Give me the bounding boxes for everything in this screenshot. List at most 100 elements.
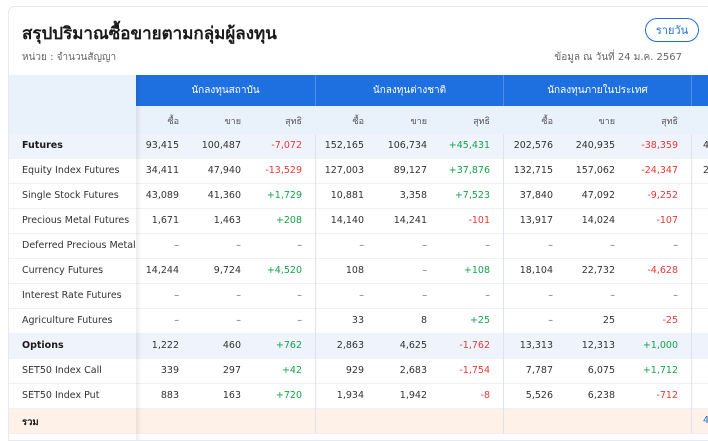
row-label: Agriculture Futures: [22, 315, 113, 326]
cell-sell: –: [236, 240, 241, 251]
cell-sell: 240,935: [575, 140, 615, 151]
cell-sell: 1,463: [213, 215, 241, 226]
cell-buy: 883: [160, 390, 179, 401]
cell-net: +37,876: [448, 165, 490, 176]
subheader-row-3: ซื้อ ขาย สุทธิ: [503, 106, 691, 134]
row-label: SET50 Index Call: [22, 365, 102, 376]
cell-net: +1,000: [642, 340, 678, 351]
row-label: Precious Metal Futures: [22, 215, 130, 226]
cell-buy: 1,222: [151, 340, 179, 351]
table-row: SET50 Index Call 339 297 +42 929 2,683 -1,754 7…: [9, 359, 708, 384]
cell-net: +1,712: [642, 365, 678, 376]
group-header-3: นักลงทุนภายในประเทศ: [503, 75, 691, 106]
cell-sell: 4,625: [399, 340, 427, 351]
cell-buy: –: [548, 315, 553, 326]
table-row: Interest Rate Futures – – – – – – – – –: [9, 284, 708, 309]
row-label: Single Stock Futures: [22, 190, 119, 201]
cell-buy: 108: [345, 265, 364, 276]
cell-sell: 9,724: [213, 265, 241, 276]
cell-overflow: 2: [703, 165, 708, 176]
cell-net: -712: [656, 390, 678, 401]
cell-buy: –: [174, 240, 179, 251]
cell-buy: –: [548, 240, 553, 251]
cell-net: -13,529: [265, 165, 302, 176]
period-daily-button[interactable]: รายวัน: [645, 18, 699, 42]
subheader-row-2: ซื้อ ขาย สุทธิ: [315, 106, 503, 134]
table-row: Deferred Precious Metal – – – – – – – – –: [9, 234, 708, 259]
table-row: Currency Futures 14,244 9,724 +4,520 108 – +10…: [9, 259, 708, 284]
row-label: Futures: [22, 140, 63, 151]
cell-net: –: [485, 290, 490, 301]
cell-buy: 152,165: [324, 140, 364, 151]
cell-net: –: [297, 315, 302, 326]
cell-buy: –: [359, 240, 364, 251]
cell-net: -4,628: [647, 265, 678, 276]
cell-sell: –: [236, 315, 241, 326]
subheader-sell: ขาย: [410, 117, 427, 127]
cell-sell: 157,062: [575, 165, 615, 176]
subheader-row-1: ซื้อ ขาย สุทธิ: [136, 106, 315, 134]
cell-net: –: [673, 240, 678, 251]
cell-sell: –: [422, 265, 427, 276]
cell-buy: 13,917: [519, 215, 553, 226]
cell-buy: 18,104: [519, 265, 553, 276]
cell-buy: –: [174, 290, 179, 301]
table-row: Equity Index Futures 34,411 47,940 -13,529 1…: [9, 159, 708, 184]
cell-sell: 22,732: [581, 265, 615, 276]
row-label: SET50 Index Put: [22, 390, 100, 401]
cell-buy: 93,415: [145, 140, 179, 151]
cell-net: +7,523: [454, 190, 490, 201]
cell-buy: 929: [345, 365, 364, 376]
cell-buy: 132,715: [513, 165, 553, 176]
row-label: Interest Rate Futures: [22, 290, 122, 301]
unit-label: หน่วย : จำนวนสัญญา: [22, 52, 117, 63]
cell-buy: 1,671: [151, 215, 179, 226]
cell-net: -7,072: [271, 140, 302, 151]
cell-buy: 127,003: [324, 165, 364, 176]
page-title: สรุปปริมาณซื้อขายตามกลุ่มผู้ลงทุน: [22, 24, 277, 44]
cell-sell: 12,313: [581, 340, 615, 351]
cell-net: +1,729: [266, 190, 302, 201]
cell-buy: 5,526: [525, 390, 553, 401]
group-divider: [691, 134, 692, 434]
cell-net: –: [673, 290, 678, 301]
group-divider: [315, 134, 316, 434]
cell-net: +42: [281, 365, 302, 376]
row-label: Currency Futures: [22, 265, 104, 276]
cell-net: +762: [275, 340, 302, 351]
cell-sell: 47,092: [581, 190, 615, 201]
cell-overflow: 4: [703, 140, 708, 151]
cell-net: +208: [275, 215, 302, 226]
cell-sell: –: [236, 290, 241, 301]
cell-net: -8: [480, 390, 490, 401]
cell-net: -101: [468, 215, 490, 226]
cell-buy: –: [174, 315, 179, 326]
cell-sell: 14,241: [393, 215, 427, 226]
cell-buy: 34,411: [145, 165, 179, 176]
table-row: Precious Metal Futures 1,671 1,463 +208 14,1…: [9, 209, 708, 234]
cell-buy: 10,881: [330, 190, 364, 201]
cell-buy: 13,313: [519, 340, 553, 351]
row-label: Equity Index Futures: [22, 165, 120, 176]
cell-sell: 3,358: [399, 190, 427, 201]
group-header-overflow: [691, 75, 708, 106]
cell-buy: 7,787: [525, 365, 553, 376]
section-row: Options 1,222 460 +762 2,863 4,625 -1,762 13,31…: [9, 334, 708, 359]
cell-net: +45,431: [448, 140, 490, 151]
subheader-net: สุทธิ: [661, 117, 678, 127]
cell-sell: 47,940: [207, 165, 241, 176]
group-header-2: นักลงทุนต่างชาติ: [315, 75, 503, 106]
cell-sell: –: [610, 290, 615, 301]
cell-sell: –: [422, 240, 427, 251]
subheader-overflow: [691, 106, 708, 134]
cell-buy: 1,934: [336, 390, 364, 401]
row-label: Options: [22, 340, 64, 351]
subheader-buy: ซื้อ: [541, 117, 553, 127]
cell-buy: 202,576: [513, 140, 553, 151]
cell-buy: 14,140: [330, 215, 364, 226]
table-row: Agriculture Futures – – – 33 8 +25 – 25 -25: [9, 309, 708, 334]
cell-sell: –: [610, 240, 615, 251]
cell-buy: 33: [351, 315, 364, 326]
cell-sell: 6,238: [587, 390, 615, 401]
investor-summary-card: สรุปปริมาณซื้อขายตามกลุ่มผู้ลงทุน หน่วย …: [8, 6, 708, 441]
